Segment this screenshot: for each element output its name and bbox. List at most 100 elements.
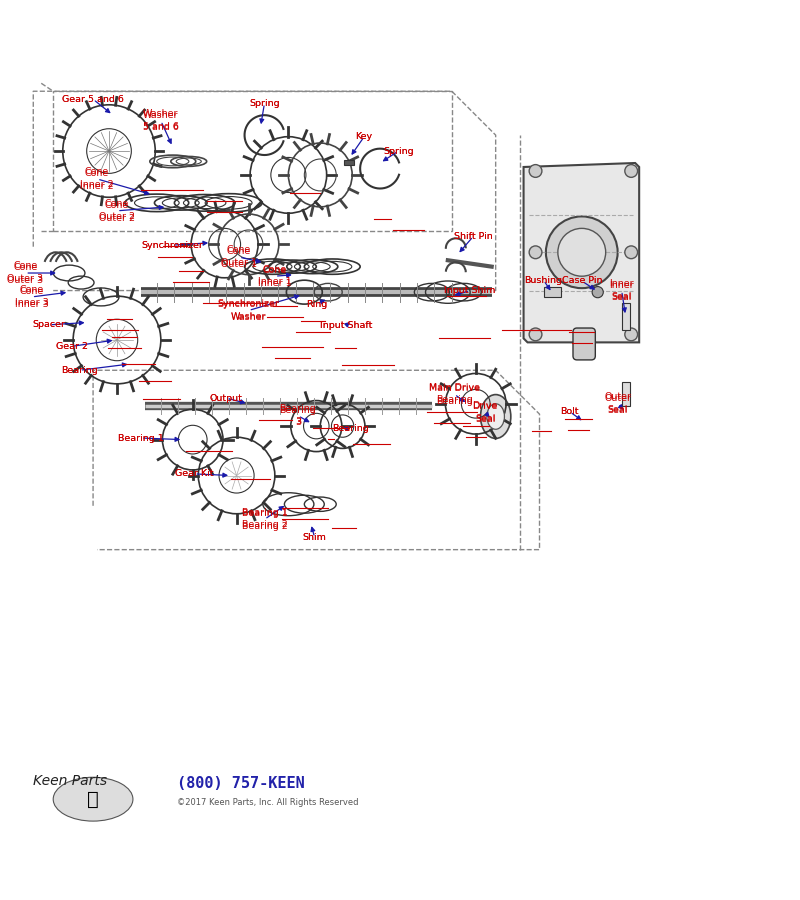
Text: Outer 1: Outer 1 xyxy=(221,258,257,267)
Text: Seal: Seal xyxy=(607,407,628,416)
Text: Cone
Outer 1: Cone Outer 1 xyxy=(221,247,257,267)
Text: Gear 5 and 6: Gear 5 and 6 xyxy=(62,94,124,104)
Text: Seal: Seal xyxy=(475,414,495,423)
Circle shape xyxy=(546,216,618,288)
Text: Cone: Cone xyxy=(19,286,44,295)
Text: Gear Kit: Gear Kit xyxy=(175,470,214,479)
Text: Cone: Cone xyxy=(262,265,287,274)
Circle shape xyxy=(592,286,603,298)
Text: Outer: Outer xyxy=(604,393,631,402)
Text: Bushing: Bushing xyxy=(525,275,562,284)
Ellipse shape xyxy=(487,404,505,429)
Text: Cone: Cone xyxy=(13,263,38,272)
Text: Cone
Outer 3: Cone Outer 3 xyxy=(7,263,43,284)
Text: Bearing: Bearing xyxy=(332,424,369,433)
Text: Seal: Seal xyxy=(611,293,632,302)
Text: Inner 2: Inner 2 xyxy=(80,180,114,189)
Text: Output: Output xyxy=(210,393,242,402)
Text: Drive: Drive xyxy=(473,402,498,411)
Bar xyxy=(344,160,354,165)
Text: Outer 2: Outer 2 xyxy=(99,213,135,222)
Text: Drive: Drive xyxy=(473,400,498,410)
Text: Key: Key xyxy=(355,132,373,141)
Text: Cone
Inner 3: Cone Inner 3 xyxy=(15,287,49,307)
Text: Synchronizer: Synchronizer xyxy=(218,299,279,308)
Text: Synchronizer: Synchronizer xyxy=(142,240,204,249)
Text: Bearing
3: Bearing 3 xyxy=(279,406,316,426)
Text: Outer 3: Outer 3 xyxy=(7,275,43,284)
Text: Bearing: Bearing xyxy=(61,365,98,374)
Text: Gear 2: Gear 2 xyxy=(55,342,87,351)
Text: Inner 2: Inner 2 xyxy=(80,182,114,191)
Text: Main Drive
Bearing: Main Drive Bearing xyxy=(429,384,480,404)
Text: ©2017 Keen Parts, Inc. All Rights Reserved: ©2017 Keen Parts, Inc. All Rights Reserv… xyxy=(177,798,358,807)
Text: Shim: Shim xyxy=(302,533,326,542)
Text: Input Shim: Input Shim xyxy=(445,286,496,295)
Text: Cone: Cone xyxy=(85,168,109,177)
Text: Outer 1: Outer 1 xyxy=(221,260,257,269)
Text: Bearing 2: Bearing 2 xyxy=(242,521,287,530)
Text: Shim: Shim xyxy=(302,533,326,542)
Text: Bearing 1: Bearing 1 xyxy=(242,508,287,518)
FancyBboxPatch shape xyxy=(573,328,595,360)
Text: Seal: Seal xyxy=(611,292,632,301)
Text: Spring: Spring xyxy=(383,147,414,156)
Text: Drive
Seal: Drive Seal xyxy=(473,402,498,423)
Text: Output: Output xyxy=(210,393,242,402)
Text: Cone: Cone xyxy=(13,261,38,270)
Circle shape xyxy=(529,328,542,341)
Text: Case Pin: Case Pin xyxy=(562,276,602,285)
Text: Inner 3: Inner 3 xyxy=(15,300,49,309)
Text: Synchronizer: Synchronizer xyxy=(218,300,279,309)
Text: Inner 3: Inner 3 xyxy=(15,299,49,308)
Text: Synchronizer: Synchronizer xyxy=(142,240,204,249)
Circle shape xyxy=(625,246,638,258)
Text: Input Shim: Input Shim xyxy=(445,286,496,295)
Text: Bearing: Bearing xyxy=(61,365,98,374)
Text: Gear Kit: Gear Kit xyxy=(175,470,214,479)
Text: Seal: Seal xyxy=(607,405,628,414)
Circle shape xyxy=(625,328,638,341)
Text: Synchronizer
Washer: Synchronizer Washer xyxy=(218,301,279,320)
Text: Gear 5 and 6: Gear 5 and 6 xyxy=(62,94,124,104)
Text: Cone: Cone xyxy=(262,266,287,274)
Text: Bearing: Bearing xyxy=(436,396,473,405)
Text: Bearing 1: Bearing 1 xyxy=(118,434,164,443)
Text: Synchronizer: Synchronizer xyxy=(142,240,204,249)
Text: Cone: Cone xyxy=(19,285,44,294)
Text: Shift Pin: Shift Pin xyxy=(454,232,493,241)
Text: Inner 1: Inner 1 xyxy=(258,279,292,288)
Text: 5 and 6: 5 and 6 xyxy=(143,122,178,131)
Text: Gear 2: Gear 2 xyxy=(55,342,87,351)
Text: Spring: Spring xyxy=(249,99,280,108)
Circle shape xyxy=(625,165,638,177)
Text: Ring: Ring xyxy=(306,300,327,309)
Text: Inner: Inner xyxy=(610,280,634,289)
Text: Outer: Outer xyxy=(604,392,631,401)
Text: Bearing 1
Bearing 2: Bearing 1 Bearing 2 xyxy=(242,509,287,529)
Text: Gear 5 and 6: Gear 5 and 6 xyxy=(62,94,124,104)
Ellipse shape xyxy=(481,394,511,438)
Bar xyxy=(543,287,561,297)
Text: Spacer: Spacer xyxy=(33,320,66,329)
Text: Inner: Inner xyxy=(610,279,634,288)
Text: 5 and 6: 5 and 6 xyxy=(143,123,178,132)
Text: 3: 3 xyxy=(295,418,301,427)
Text: Cone: Cone xyxy=(85,167,109,176)
Text: Output: Output xyxy=(210,393,242,402)
Text: Case Pin: Case Pin xyxy=(562,276,602,285)
Text: Bearing 1: Bearing 1 xyxy=(242,508,287,517)
Text: Spacer: Spacer xyxy=(33,320,66,329)
Text: Main Drive: Main Drive xyxy=(429,382,480,392)
Text: Bearing: Bearing xyxy=(332,424,369,433)
Text: Seal: Seal xyxy=(475,415,495,424)
Text: 3: 3 xyxy=(295,418,301,427)
Text: Input Shaft: Input Shaft xyxy=(320,321,372,330)
Text: Cone
Inner 2: Cone Inner 2 xyxy=(80,169,114,189)
Text: Spring: Spring xyxy=(249,99,280,108)
Text: Main Drive: Main Drive xyxy=(429,383,480,392)
Text: Shift Pin: Shift Pin xyxy=(454,232,493,241)
Circle shape xyxy=(529,246,542,258)
Text: Bolt: Bolt xyxy=(561,407,579,416)
Text: Case Pin: Case Pin xyxy=(562,276,602,285)
